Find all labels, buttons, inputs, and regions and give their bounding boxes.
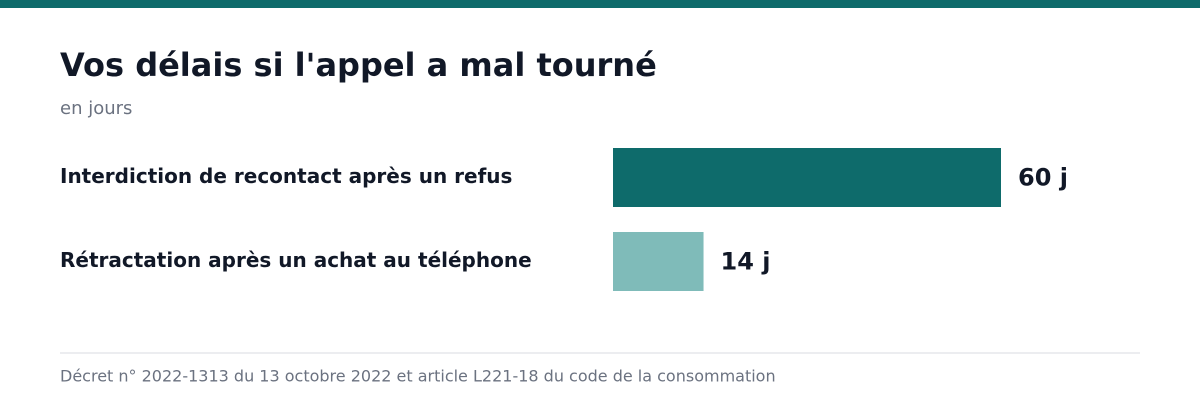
value-label: 60 j	[1018, 164, 1068, 192]
category-label: Interdiction de recontact après un refus	[60, 164, 512, 188]
source-note: Décret n° 2022-1313 du 13 octobre 2022 e…	[60, 367, 776, 386]
category-label: Rétractation après un achat au téléphone	[60, 248, 532, 272]
top-strip	[0, 0, 1200, 8]
chart-title: Vos délais si l'appel a mal tourné	[60, 46, 657, 84]
chart-subtitle: en jours	[60, 98, 132, 119]
bar	[613, 232, 704, 291]
bar	[613, 148, 1001, 207]
value-label: 14 j	[721, 248, 771, 276]
